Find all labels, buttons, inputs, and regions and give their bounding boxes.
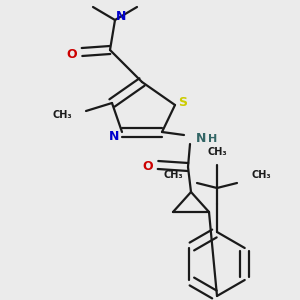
Text: CH₃: CH₃: [70, 0, 90, 2]
Text: O: O: [143, 160, 153, 173]
Text: CH₃: CH₃: [140, 0, 160, 2]
Text: CH₃: CH₃: [251, 170, 271, 180]
Text: O: O: [67, 47, 77, 61]
Text: H: H: [208, 134, 217, 144]
Text: S: S: [178, 95, 188, 109]
Text: CH₃: CH₃: [52, 110, 72, 120]
Text: N: N: [196, 133, 206, 146]
Text: N: N: [116, 10, 126, 22]
Text: CH₃: CH₃: [207, 147, 227, 157]
Text: N: N: [109, 130, 119, 143]
Text: CH₃: CH₃: [164, 170, 183, 180]
